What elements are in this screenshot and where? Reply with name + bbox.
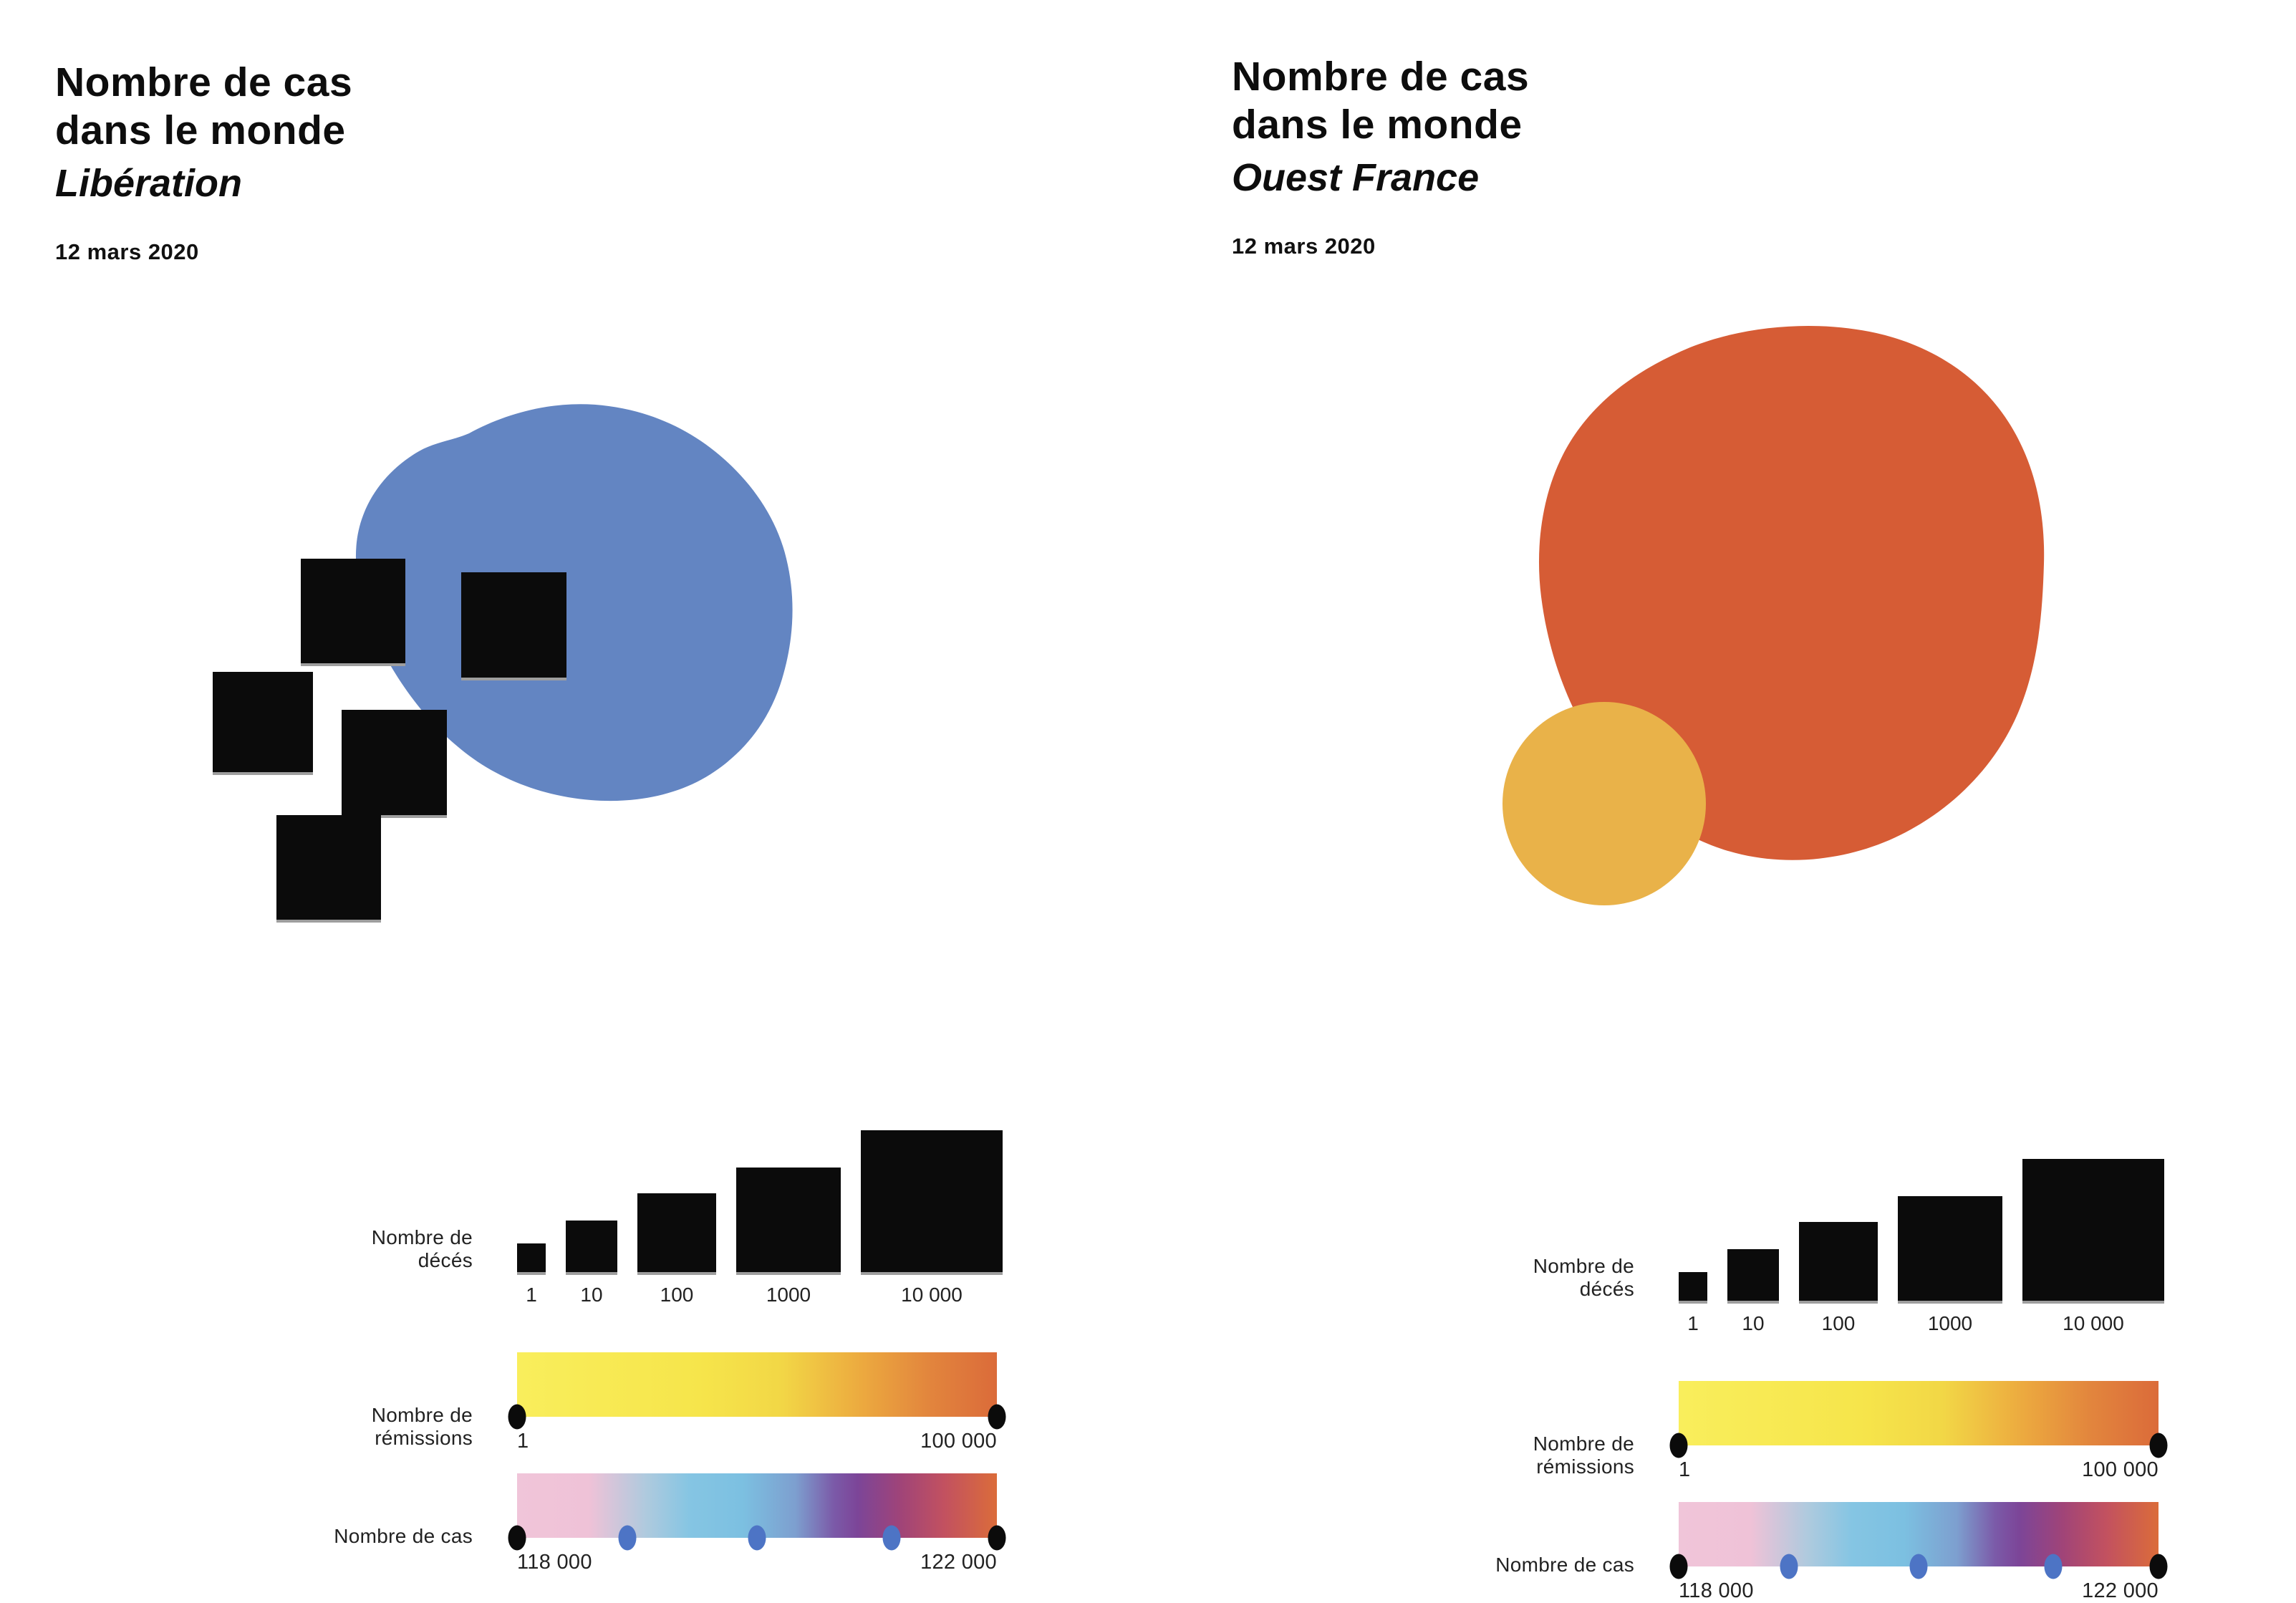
scale-end-dot [508, 1404, 526, 1430]
death-square-marker [276, 815, 381, 923]
deaths-square-swatch [1898, 1196, 2002, 1304]
deaths-square-swatch [1727, 1249, 1779, 1304]
deaths-scale-value: 100 [660, 1284, 694, 1306]
deaths-square-swatch [637, 1193, 716, 1275]
remissions-gradient-scale: 1 100 000 [508, 1352, 1006, 1453]
deaths-scale-value: 100 [1821, 1312, 1856, 1334]
cases-marker-dot [2044, 1554, 2063, 1579]
deaths-scale-step: 100 [1799, 1222, 1878, 1334]
cases-scale-row: Nombre de cas 118 000 122 000 [322, 1473, 1046, 1574]
deaths-scale-step: 1 [517, 1243, 546, 1306]
death-square-marker [461, 572, 566, 680]
liberation-title-block: Nombre de cas dans le monde Libération 1… [55, 59, 352, 265]
remissions-min-value: 1 [1679, 1458, 1691, 1481]
deaths-scale-value: 1000 [1927, 1312, 1973, 1334]
scale-end-dot [1669, 1554, 1688, 1579]
scale-end-dot [988, 1525, 1006, 1551]
deaths-scale-step: 10 [566, 1221, 617, 1306]
source-label-liberation: Libération [55, 162, 243, 205]
deaths-scale-value: 10 000 [901, 1284, 963, 1306]
page-title-line2: dans le monde [55, 107, 346, 153]
deaths-scale-label: Nombre de décés [1533, 1255, 1634, 1300]
legend-ouest-france: Nombre de décés 1 10 100 1000 10 000 [1484, 1159, 2207, 1603]
deaths-scale-step: 1000 [736, 1168, 841, 1306]
remissions-min-value: 1 [517, 1430, 529, 1453]
deaths-scale-value: 10 [580, 1284, 603, 1306]
deaths-scale-value: 1000 [766, 1284, 811, 1306]
deaths-scale-step: 10 000 [2022, 1159, 2164, 1334]
deaths-scale-row: Nombre de décés 1 10 100 1000 10 000 [1484, 1159, 2207, 1334]
deaths-scale-step: 1 [1679, 1272, 1707, 1334]
scale-end-dot [1669, 1433, 1688, 1458]
deaths-scale-label: Nombre de décés [371, 1226, 473, 1271]
scale-end-dot [988, 1404, 1006, 1430]
deaths-scale-value: 1 [526, 1284, 537, 1306]
source-label-ouest-france: Ouest France [1232, 156, 1480, 199]
remissions-gradient-bar [1669, 1381, 2168, 1458]
deaths-size-scale: 1 10 100 1000 10 000 [1679, 1159, 2164, 1334]
cases-marker-dot [882, 1525, 901, 1551]
cases-scale-row: Nombre de cas 118 000 122 000 [1484, 1502, 2207, 1603]
cases-scale-label: Nombre de cas [334, 1525, 473, 1547]
scale-end-dot [508, 1525, 526, 1551]
cases-gradient-scale: 118 000 122 000 [508, 1473, 1006, 1574]
deaths-square-swatch [1799, 1222, 1878, 1304]
deaths-square-swatch [861, 1130, 1003, 1275]
page-title: Nombre de cas [55, 59, 353, 105]
deaths-scale-value: 1 [1687, 1312, 1699, 1334]
deaths-scale-step: 10 [1727, 1249, 1779, 1334]
cases-marker-dot [618, 1525, 637, 1551]
remissions-scale-label: Nombre de rémissions [1533, 1433, 1634, 1478]
death-square-marker [301, 559, 405, 666]
deaths-square-swatch [736, 1168, 841, 1275]
remissions-max-value: 100 000 [920, 1430, 997, 1453]
remissions-scale-ends: 1 100 000 [1679, 1458, 2158, 1482]
remissions-scale-row: Nombre de rémissions 1 100 000 [1484, 1381, 2207, 1482]
date-label: 12 mars 2020 [55, 239, 199, 264]
cases-min-value: 118 000 [517, 1551, 592, 1574]
deaths-square-swatch [1679, 1272, 1707, 1304]
cases-scale-label: Nombre de cas [1495, 1554, 1634, 1576]
scale-end-dot [2149, 1433, 2168, 1458]
cases-marker-dot [1780, 1554, 1798, 1579]
deaths-square-swatch [2022, 1159, 2164, 1304]
deaths-square-swatch [517, 1243, 546, 1275]
remissions-max-value: 100 000 [2082, 1458, 2158, 1481]
page-title-line2: dans le monde [1232, 102, 1523, 148]
cases-min-value: 118 000 [1679, 1579, 1754, 1602]
page-title: Nombre de cas [1232, 54, 1530, 100]
liberation-map [355, 404, 793, 802]
remissions-scale-ends: 1 100 000 [517, 1430, 997, 1453]
cases-gradient-bar [508, 1473, 1006, 1551]
cases-marker-dot [748, 1525, 766, 1551]
remissions-gradient-scale: 1 100 000 [1669, 1381, 2168, 1482]
ouest-france-title-block: Nombre de cas dans le monde Ouest France… [1232, 53, 1529, 259]
cases-marker-dot [1909, 1554, 1928, 1579]
deaths-scale-row: Nombre de décés 1 10 100 1000 10 000 [322, 1130, 1046, 1306]
remissions-scale-row: Nombre de rémissions 1 100 000 [322, 1352, 1046, 1453]
liberation-map-blob [355, 404, 793, 802]
cases-gradient-bar [1669, 1502, 2168, 1579]
deaths-scale-step: 100 [637, 1193, 716, 1306]
remissions-scale-label: Nombre de rémissions [371, 1404, 473, 1449]
deaths-size-scale: 1 10 100 1000 10 000 [517, 1130, 1003, 1306]
date-label: 12 mars 2020 [1232, 234, 1376, 259]
scale-end-dot [2149, 1554, 2168, 1579]
cases-max-value: 122 000 [2082, 1579, 2158, 1602]
death-square-marker [213, 672, 313, 775]
deaths-square-swatch [566, 1221, 617, 1275]
deaths-scale-step: 1000 [1898, 1196, 2002, 1334]
deaths-scale-value: 10 [1742, 1312, 1765, 1334]
legend-liberation: Nombre de décés 1 10 100 1000 10 000 [322, 1130, 1046, 1574]
deaths-scale-value: 10 000 [2063, 1312, 2124, 1334]
remissions-gradient-bar [508, 1352, 1006, 1430]
remission-circle-marker [1502, 702, 1706, 905]
cases-scale-ends: 118 000 122 000 [1679, 1579, 2158, 1603]
death-square-marker [342, 710, 447, 818]
cases-scale-ends: 118 000 122 000 [517, 1551, 997, 1574]
deaths-scale-step: 10 000 [861, 1130, 1003, 1306]
cases-max-value: 122 000 [920, 1551, 997, 1574]
cases-gradient-scale: 118 000 122 000 [1669, 1502, 2168, 1603]
